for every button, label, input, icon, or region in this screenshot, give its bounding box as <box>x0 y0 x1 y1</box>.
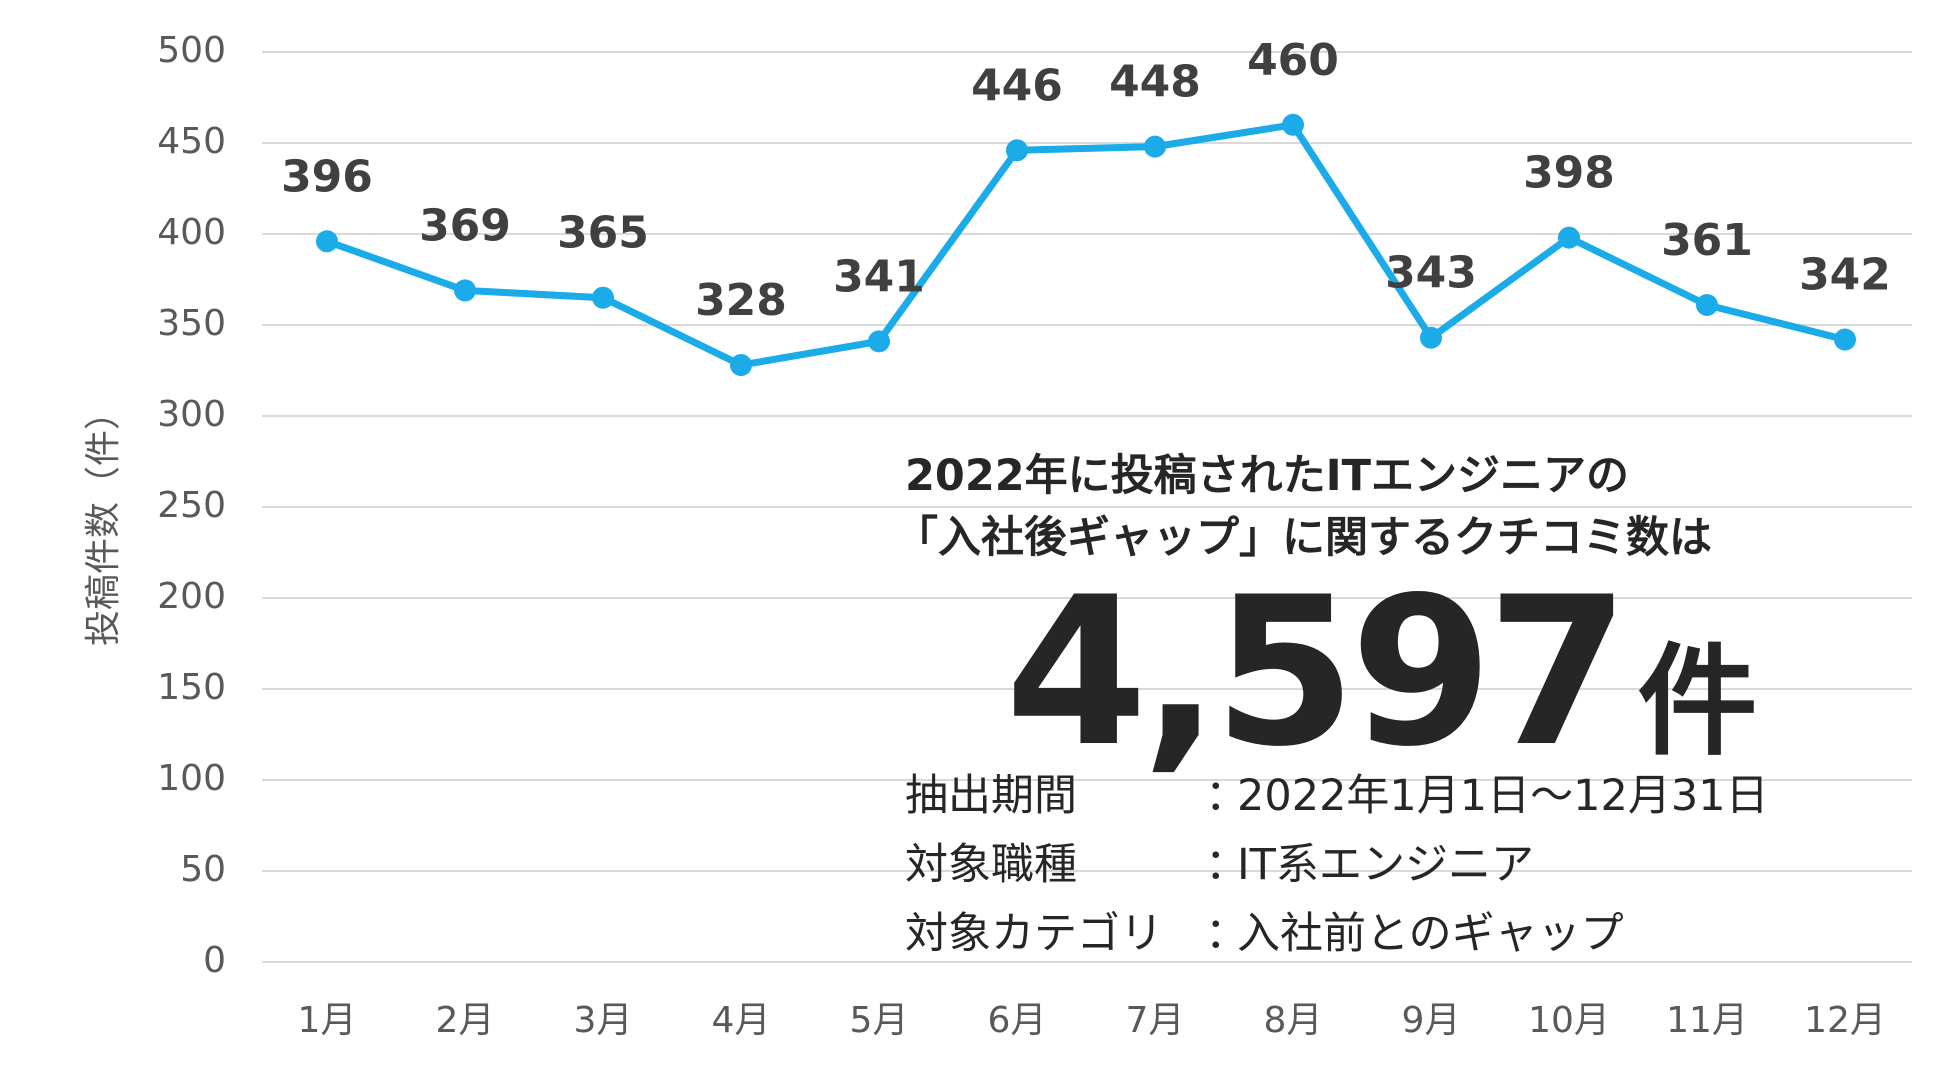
detail-value: IT系エンジニア <box>1237 839 1534 890</box>
x-tick-label: 8月 <box>1264 1000 1323 1041</box>
data-point <box>730 354 752 377</box>
detail-value: 入社前とのギャップ <box>1237 908 1624 959</box>
data-point <box>1282 113 1304 136</box>
data-point <box>1006 139 1028 162</box>
data-label: 328 <box>695 275 787 326</box>
x-tick-label: 7月 <box>1126 1000 1185 1041</box>
headline-line-1: 2022年に投稿されたITエンジニアの <box>905 451 1630 501</box>
details-list: 抽出期間 ： 2022年1月1日～12月31日 対象職種 ： IT系エンジニア … <box>905 757 1769 964</box>
data-label: 365 <box>557 208 649 259</box>
data-label: 343 <box>1385 248 1477 299</box>
x-axis-ticks: 1月 2月 3月 4月 5月 6月 7月 8月 9月 10月 11月 12月 <box>298 1000 1886 1041</box>
y-tick-label: 350 <box>157 303 226 344</box>
data-label: 369 <box>419 200 511 251</box>
x-tick-label: 4月 <box>712 1000 771 1041</box>
detail-separator: ： <box>1205 839 1248 890</box>
data-point <box>1834 328 1856 351</box>
data-label: 341 <box>833 251 925 302</box>
data-point <box>1696 293 1718 316</box>
data-label: 398 <box>1523 148 1615 199</box>
x-tick-label: 2月 <box>436 1000 495 1041</box>
data-label: 446 <box>971 60 1063 111</box>
detail-separator: ： <box>1205 908 1248 959</box>
y-tick-label: 50 <box>180 849 226 890</box>
summary-panel: 2022年に投稿されたITエンジニアの 「入社後ギャップ」に関するクチコミ数は … <box>895 445 1915 959</box>
x-tick-label: 5月 <box>850 1000 909 1041</box>
total-number: 4,597 <box>1005 554 1629 792</box>
data-point <box>454 279 476 302</box>
series-group <box>316 113 1856 377</box>
y-tick-label: 300 <box>157 394 226 435</box>
detail-key: 対象職種 <box>905 839 1077 890</box>
y-tick-label: 0 <box>203 940 226 981</box>
data-label: 448 <box>1109 57 1201 108</box>
y-tick-label: 200 <box>157 576 226 617</box>
y-tick-label: 400 <box>157 212 226 253</box>
series-line <box>323 121 1849 369</box>
data-point <box>592 286 614 309</box>
detail-separator: ： <box>1205 770 1248 821</box>
data-label: 460 <box>1247 35 1339 86</box>
y-axis-title: 投稿件数（件） <box>83 394 124 646</box>
headline-line-2: 「入社後ギャップ」に関するクチコミ数は <box>895 513 1712 563</box>
detail-row: 対象カテゴリ ： 入社前とのギャップ <box>905 895 1769 964</box>
data-label: 396 <box>281 151 373 202</box>
x-tick-label: 1月 <box>298 1000 357 1041</box>
data-point <box>316 230 338 253</box>
detail-key: 対象カテゴリ <box>905 908 1163 959</box>
total-unit: 件 <box>1637 633 1758 772</box>
x-tick-label: 12月 <box>1804 1000 1886 1041</box>
data-point <box>1420 326 1442 349</box>
y-tick-label: 100 <box>157 758 226 799</box>
x-tick-label: 9月 <box>1402 1000 1461 1041</box>
x-tick-label: 10月 <box>1528 1000 1610 1041</box>
y-axis-ticks: 0 50 100 150 200 250 300 350 400 450 500 <box>157 30 226 981</box>
x-tick-label: 3月 <box>574 1000 633 1041</box>
data-labels: 396 369 365 328 341 446 448 460 343 398 361 342 <box>281 35 1891 326</box>
x-tick-label: 6月 <box>988 1000 1047 1041</box>
data-label: 342 <box>1799 250 1891 301</box>
detail-key: 抽出期間 <box>905 770 1077 821</box>
x-tick-label: 11月 <box>1666 1000 1748 1041</box>
data-point <box>1144 135 1166 158</box>
detail-row: 抽出期間 ： 2022年1月1日～12月31日 <box>905 757 1769 826</box>
y-tick-label: 250 <box>157 485 226 526</box>
y-tick-label: 450 <box>157 121 226 162</box>
data-label: 361 <box>1661 215 1753 266</box>
detail-row: 対象職種 ： IT系エンジニア <box>905 826 1769 895</box>
grid-lines <box>262 51 1912 963</box>
y-tick-label: 150 <box>157 667 226 708</box>
detail-value: 2022年1月1日～12月31日 <box>1237 770 1769 821</box>
total-count: 4,597 件 <box>1005 571 1757 778</box>
data-point <box>868 330 890 353</box>
data-point <box>1558 226 1580 249</box>
y-tick-label: 500 <box>157 30 226 71</box>
